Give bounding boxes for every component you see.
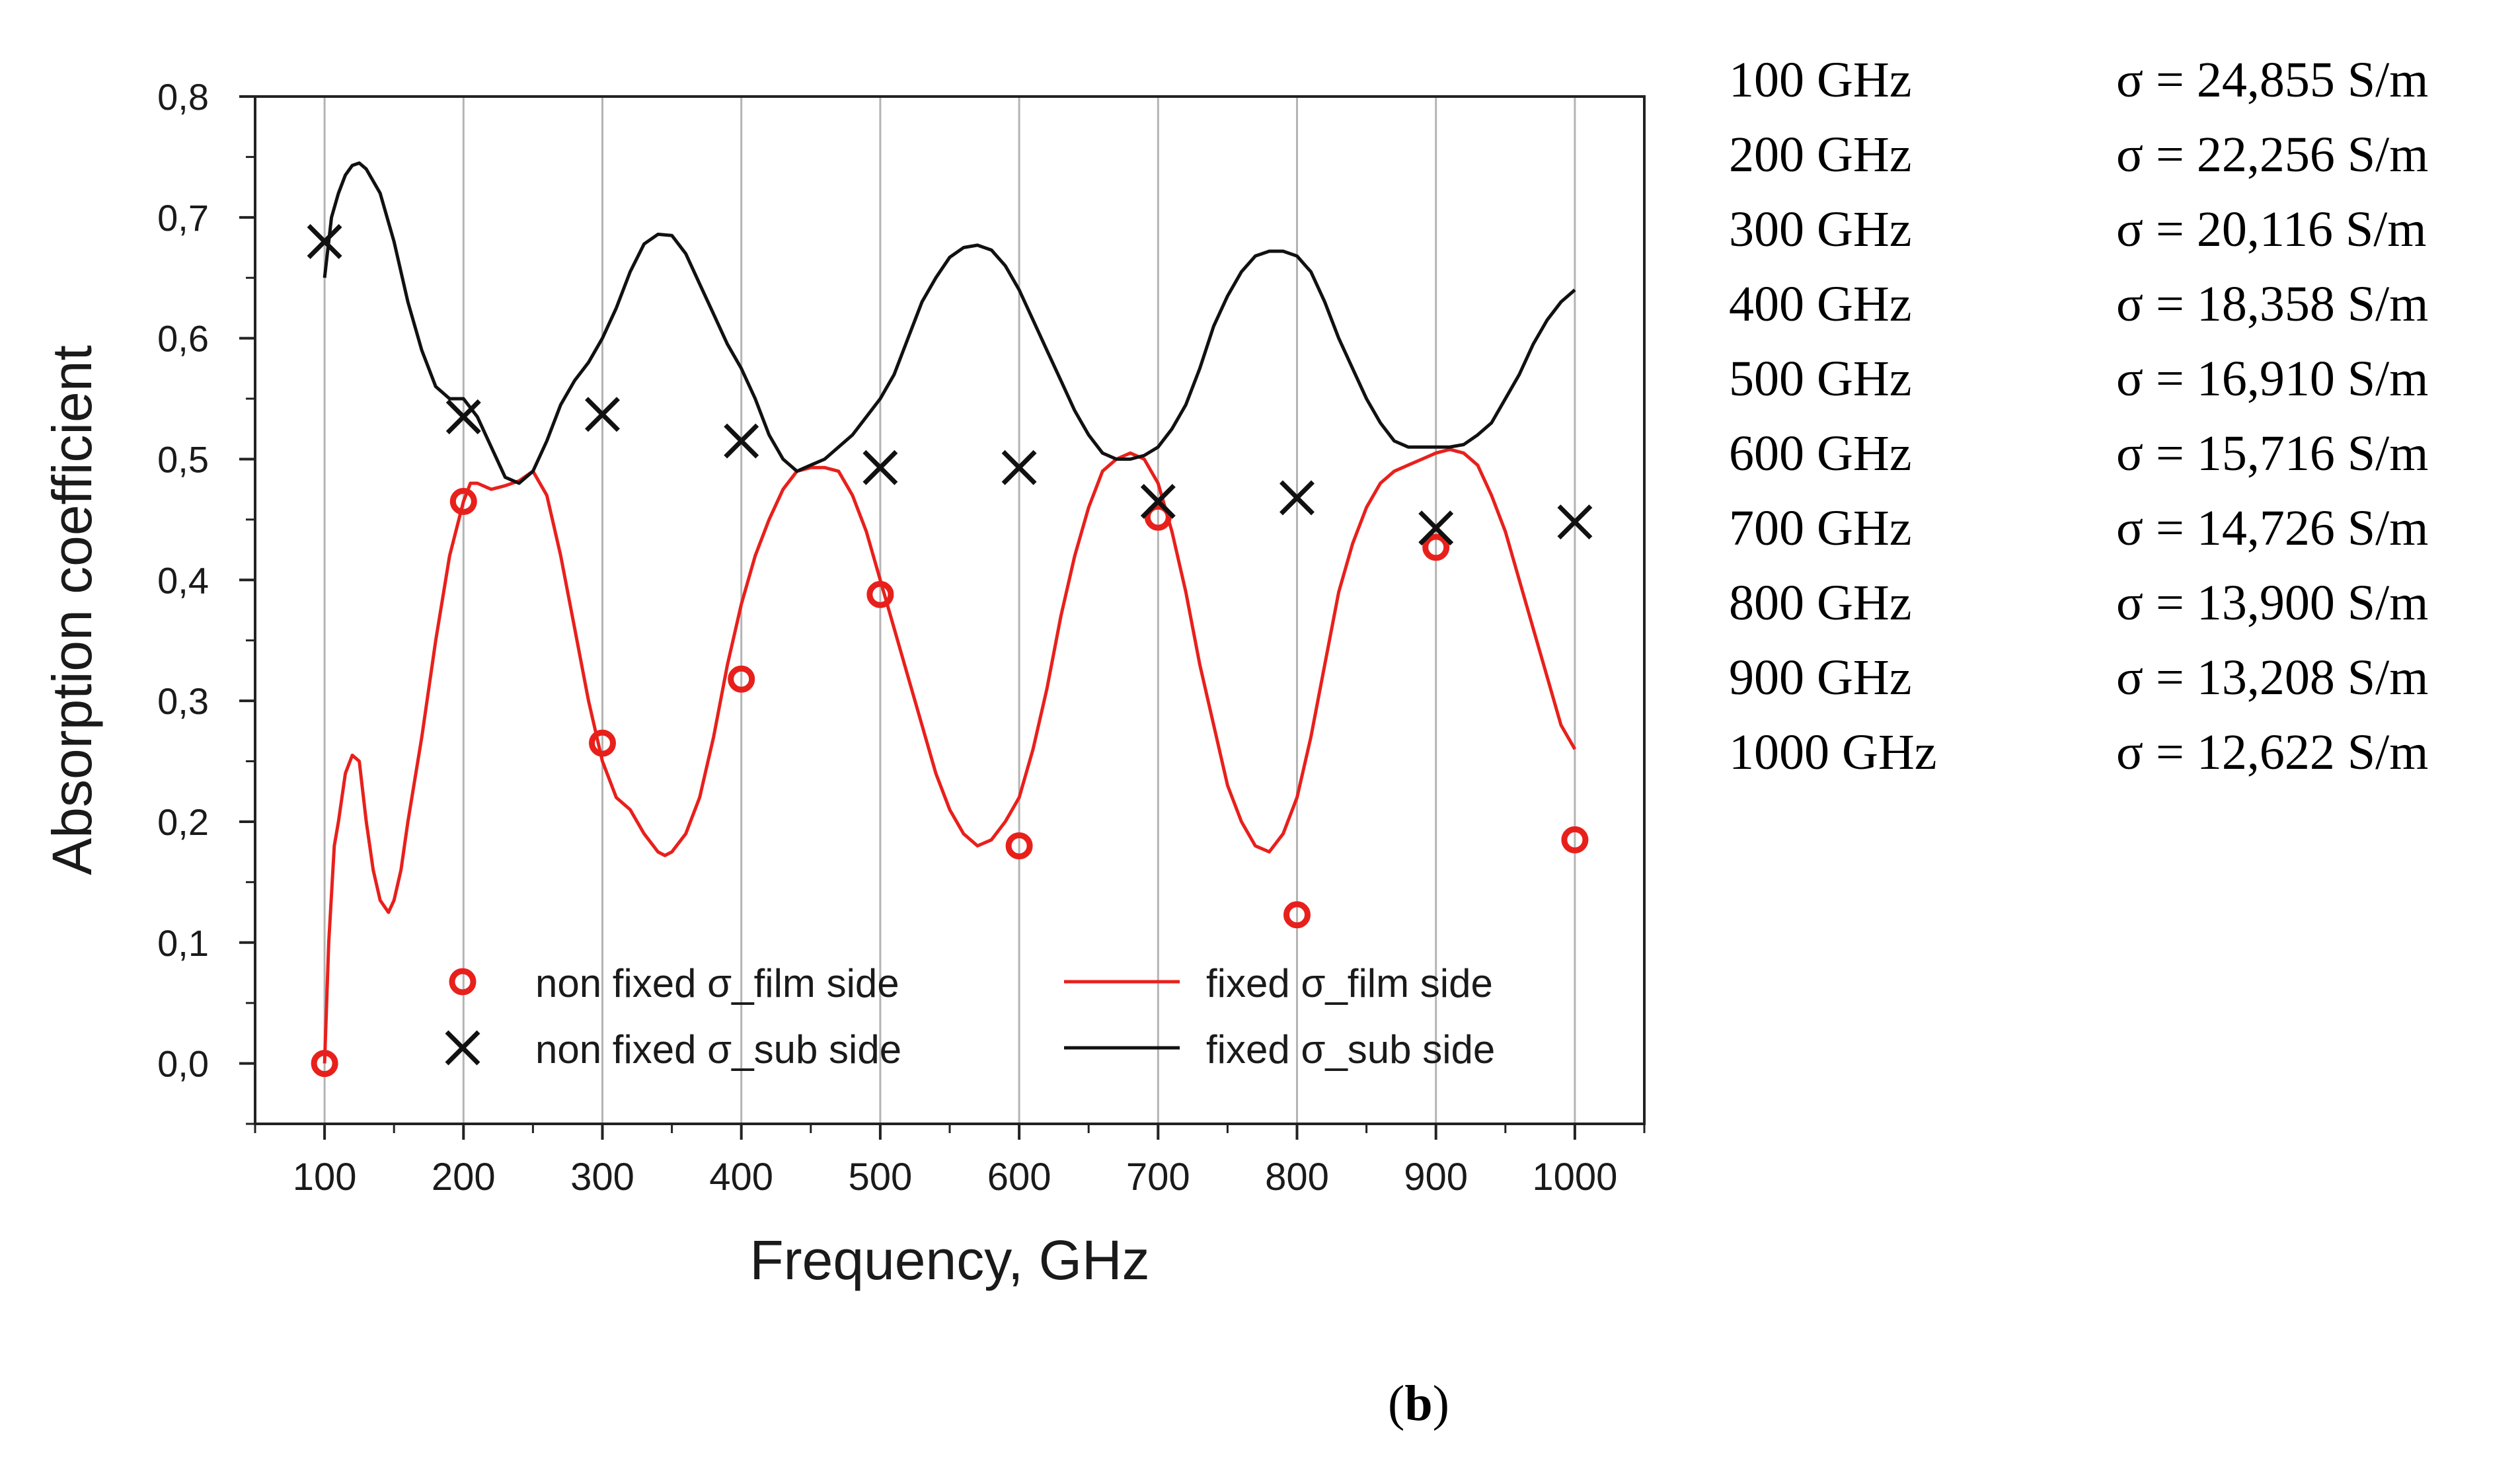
cross-stroke [1557,504,1593,540]
y-tick-label: 0,8 [157,76,209,118]
y-tick-label: 0,7 [157,197,209,239]
cross-stroke [1001,450,1037,485]
cross-marker [1140,483,1176,519]
y-axis-title: Absorption coefficient [41,345,103,875]
y-tick-label: 0,5 [157,438,209,480]
y-tick-label: 0,2 [157,801,209,843]
cross-marker [307,223,342,259]
cross-marker [1557,504,1593,540]
table-frequency: 700 GHz [1729,500,1912,556]
x-tick-label: 800 [1265,1156,1329,1199]
circle-marker [1561,826,1589,853]
x-tick-label: 600 [987,1156,1051,1199]
x-tick-label: 700 [1126,1156,1190,1199]
caption-close: ) [1432,1376,1449,1431]
table-frequency: 100 GHz [1729,52,1912,108]
x-tick-label: 500 [849,1156,913,1199]
x-tick-label: 100 [293,1156,357,1199]
cross-marker [724,423,759,459]
table-frequency: 500 GHz [1729,351,1912,407]
y-tick-label: 0,3 [157,680,209,722]
table-sigma: σ = 16,910 S/m [2116,351,2428,407]
circle-marker [866,580,894,608]
circle-marker [449,487,477,515]
cross-stroke [585,397,620,432]
y-tick-label: 0,1 [157,922,209,964]
cross-stroke [1418,510,1454,546]
legend-circle-marker [449,968,477,996]
table-sigma: σ = 22,256 S/m [2116,127,2428,182]
legend-label: non fixed σ_film side [535,961,899,1006]
cross-marker [1279,480,1315,516]
table-frequency: 400 GHz [1729,276,1912,332]
x-tick-label: 400 [709,1156,773,1199]
cross-stroke [445,399,481,434]
cross-stroke [862,450,898,485]
table-frequency: 200 GHz [1729,127,1912,182]
table-sigma: σ = 15,716 S/m [2116,426,2428,481]
table-sigma: σ = 14,726 S/m [2116,500,2428,556]
x-axis-title: Frequency, GHz [749,1229,1149,1291]
table-frequency: 800 GHz [1729,575,1912,631]
legend-cross-marker [445,1030,480,1066]
series-line-sub [323,161,1576,485]
data-series [307,161,1593,1078]
circle-marker [1005,832,1033,860]
circle-marker [311,1050,338,1078]
table-frequency: 600 GHz [1729,426,1912,481]
legend-label: non fixed σ_sub side [535,1027,901,1072]
sigma-table: 100 GHz σ = 24,855 S/m 200 GHz σ = 22,256 S… [1729,52,2428,780]
x-tick-label: 900 [1404,1156,1468,1199]
circle-marker [589,729,616,757]
figure-caption: (b) [1388,1375,1449,1433]
cross-marker [445,399,481,434]
plot-frame [239,95,1646,1140]
cross-stroke [724,423,759,459]
cross-stroke [1140,483,1176,519]
table-sigma: σ = 20,116 S/m [2116,202,2427,257]
caption-open: ( [1388,1376,1405,1431]
cross-marker [1001,450,1037,485]
y-tick-label: 0,6 [157,318,209,360]
caption-letter: b [1404,1376,1433,1431]
legend-label: fixed σ_film side [1206,961,1493,1006]
axis-labels: 100 200 300 400 500 600 700 800 900 1000 0,0 0,1 0,2… [41,76,1617,1291]
cross-marker [585,397,620,432]
cross-marker [862,450,898,485]
table-sigma: σ = 24,855 S/m [2116,52,2428,108]
table-frequency: 300 GHz [1729,202,1912,257]
cross-stroke [1279,480,1315,516]
table-frequency: 1000 GHz [1729,725,1937,780]
legend: non fixed σ_film side fixed σ_film side no… [445,961,1495,1072]
circle-marker [728,665,755,693]
cross-stroke [307,223,342,259]
x-tick-label: 200 [432,1156,496,1199]
x-tick-label: 300 [570,1156,634,1199]
table-frequency: 900 GHz [1729,650,1912,705]
circle-marker [1144,503,1172,531]
table-sigma: σ = 18,358 S/m [2116,276,2428,332]
x-tick-label: 1000 [1532,1156,1617,1199]
grid-lines [323,97,1576,1124]
table-sigma: σ = 12,622 S/m [2116,725,2428,780]
cross-marker [1418,510,1454,546]
table-sigma: σ = 13,900 S/m [2116,575,2428,631]
legend-label: fixed σ_sub side [1206,1027,1495,1072]
cross-stroke [445,1030,480,1066]
circle-marker [1422,533,1450,561]
y-tick-label: 0,0 [157,1043,209,1085]
y-tick-label: 0,4 [157,559,209,601]
circle-marker [1283,901,1311,929]
table-sigma: σ = 13,208 S/m [2116,650,2428,705]
